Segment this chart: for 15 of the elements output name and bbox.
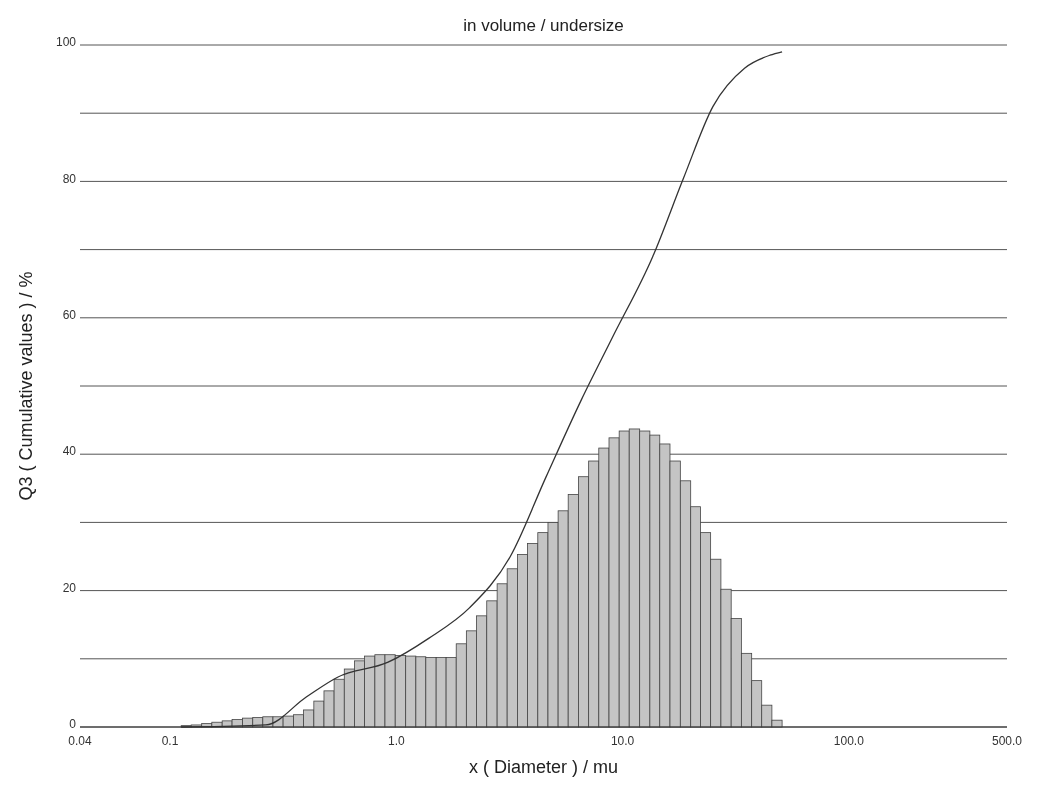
y-tick-label: 80 (62, 171, 77, 186)
y-tick-label: 20 (62, 580, 77, 595)
x-tick-label: 10.0 (610, 734, 635, 748)
y-tick-label: 40 (62, 444, 77, 459)
y-axis-title: Q3 ( Cumulative values ) / % (16, 271, 36, 501)
x-tick-label: 500.0 (991, 734, 1023, 748)
x-tick-label: 0.1 (161, 734, 179, 748)
y-tick-label: 100 (55, 35, 77, 50)
y-tick-label: 0 (69, 717, 77, 732)
x-tick-label: 100.0 (833, 734, 865, 748)
x-tick-label: 0.04 (68, 734, 92, 748)
x-axis-title: x ( Diameter ) / mu (468, 757, 619, 777)
x-tick-label: 1.0 (387, 734, 405, 748)
y-tick-label: 60 (62, 308, 77, 322)
chart-title: in volume / undersize (463, 16, 624, 35)
